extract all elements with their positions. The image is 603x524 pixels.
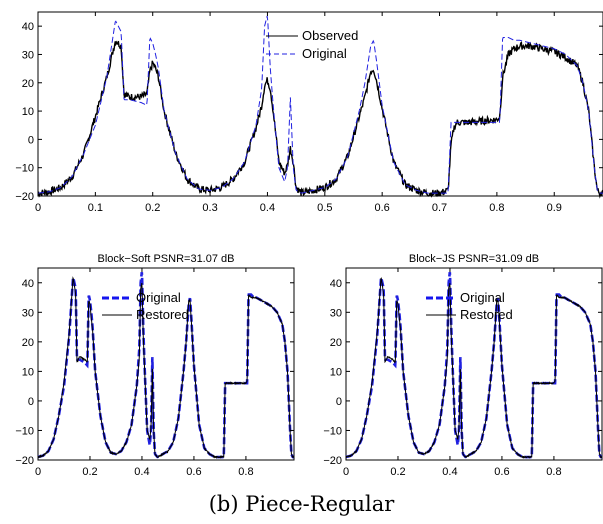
legend-restored-label: Restored bbox=[136, 307, 189, 322]
block-soft-title: Block−Soft PSNR=31.07 dB bbox=[98, 253, 235, 265]
y-tick-label: −10 bbox=[323, 425, 342, 437]
y-tick-label: 20 bbox=[330, 337, 342, 349]
x-tick-label: 0.6 bbox=[375, 202, 390, 214]
x-tick-label: 0.5 bbox=[317, 202, 332, 214]
y-tick-label: 10 bbox=[22, 106, 34, 118]
y-tick-label: −10 bbox=[15, 425, 34, 437]
y-tick-label: 20 bbox=[22, 337, 34, 349]
y-tick-label: −10 bbox=[15, 163, 34, 175]
y-tick-label: 40 bbox=[330, 278, 342, 290]
legend-original-label: Original bbox=[460, 290, 505, 305]
series-restored-line bbox=[345, 277, 603, 459]
x-tick-label: 0.2 bbox=[82, 466, 97, 478]
x-tick-label: 0.4 bbox=[442, 466, 457, 478]
x-tick-label: 0.8 bbox=[238, 466, 253, 478]
x-tick-label: 0.7 bbox=[432, 202, 447, 214]
block-soft-frame bbox=[37, 267, 295, 461]
x-tick-label: 0.2 bbox=[390, 466, 405, 478]
legend-observed-label: Observed bbox=[302, 28, 358, 43]
series-restored-line bbox=[37, 276, 295, 459]
y-tick-label: 10 bbox=[330, 366, 342, 378]
y-tick-label: 0 bbox=[28, 396, 34, 408]
series-original-line bbox=[37, 15, 603, 194]
x-tick-label: 0.6 bbox=[186, 466, 201, 478]
legend-original-label: Original bbox=[136, 290, 181, 305]
block-js-frame bbox=[345, 267, 603, 461]
x-tick-label: 0.8 bbox=[489, 202, 504, 214]
x-tick-label: 0 bbox=[343, 466, 349, 478]
y-tick-label: −20 bbox=[323, 455, 342, 467]
y-tick-label: 0 bbox=[336, 396, 342, 408]
x-tick-label: 0 bbox=[35, 202, 41, 214]
legend-original-label: Original bbox=[302, 46, 347, 61]
top-plot: 0 0.1 0.2 0.3 0.4 0.5 0.6 0.7 0.8 0.9 −20 −10 0 10 20… bbox=[15, 11, 603, 214]
block-soft-legend: Original Restored bbox=[102, 290, 189, 322]
block-soft-plot: Block−Soft PSNR=31.07 dB 0 0.2 0.4 0.6 0.8 −… bbox=[15, 253, 295, 478]
y-tick-label: −20 bbox=[15, 455, 34, 467]
figure-caption: (b) Piece-Regular bbox=[208, 492, 395, 516]
top-plot-frame bbox=[37, 11, 603, 197]
y-tick-label: 30 bbox=[330, 307, 342, 319]
block-js-title: Block−JS PSNR=31.09 dB bbox=[409, 253, 539, 265]
y-tick-label: 20 bbox=[22, 78, 34, 90]
x-tick-label: 0.8 bbox=[546, 466, 561, 478]
x-tick-label: 0.9 bbox=[547, 202, 562, 214]
x-tick-label: 0.3 bbox=[202, 202, 217, 214]
legend-restored-label: Restored bbox=[460, 307, 513, 322]
y-tick-label: 40 bbox=[22, 21, 34, 33]
block-js-plot: Block−JS PSNR=31.09 dB 0 0.2 0.4 0.6 0.8 −20… bbox=[323, 253, 603, 478]
y-tick-label: 30 bbox=[22, 307, 34, 319]
x-tick-label: 0 bbox=[35, 466, 41, 478]
y-tick-label: 30 bbox=[22, 49, 34, 61]
y-tick-label: 0 bbox=[28, 134, 34, 146]
y-tick-label: −20 bbox=[15, 191, 34, 203]
x-tick-label: 0.6 bbox=[494, 466, 509, 478]
x-tick-label: 0.4 bbox=[260, 202, 275, 214]
block-js-legend: Original Restored bbox=[426, 290, 513, 322]
y-tick-label: 10 bbox=[22, 366, 34, 378]
x-tick-label: 0.1 bbox=[88, 202, 103, 214]
y-tick-label: 40 bbox=[22, 278, 34, 290]
x-tick-label: 0.4 bbox=[134, 466, 149, 478]
x-tick-label: 0.2 bbox=[145, 202, 160, 214]
top-plot-legend: Observed Original bbox=[266, 28, 358, 61]
